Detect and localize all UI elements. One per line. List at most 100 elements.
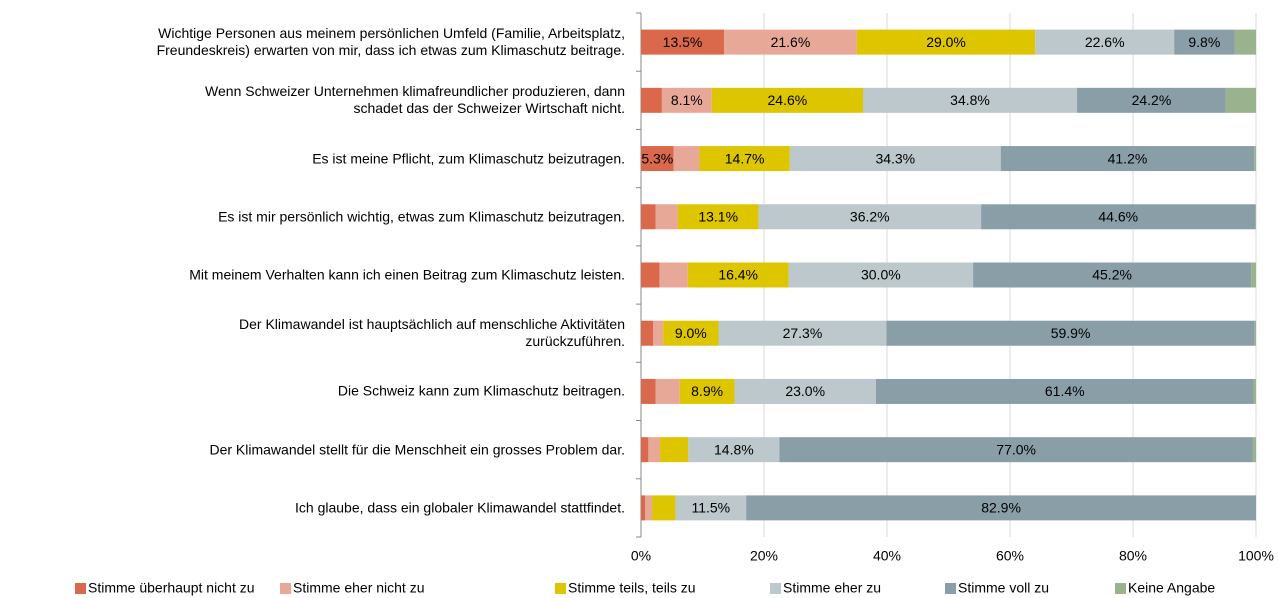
bar-segment: [699, 146, 790, 172]
bar-segment: [641, 378, 656, 404]
category-label: Die Schweiz kann zum Klimaschutz beitrag…: [337, 382, 625, 399]
x-tick-label: 60%: [996, 548, 1024, 564]
bar-segment: [661, 87, 712, 113]
bar-segment: [641, 262, 660, 288]
legend-swatch: [75, 583, 86, 594]
x-tick-label: 100%: [1238, 548, 1274, 564]
bar-segment: [673, 146, 700, 172]
bar-segment: [645, 495, 653, 521]
bar-segment: [863, 87, 1078, 113]
bar-segment: [641, 87, 662, 113]
bar-segment: [641, 320, 654, 346]
bar-segment: [886, 320, 1255, 346]
bar-segment: [652, 495, 676, 521]
bar-segment: [718, 320, 887, 346]
bar-segment: [655, 378, 680, 404]
legend-label: Stimme teils, teils zu: [568, 580, 696, 596]
category-label: Der Klimawandel ist hauptsächlich auf me…: [239, 316, 625, 350]
bar-segment: [663, 320, 719, 346]
data-label: 34.3%: [875, 150, 915, 166]
bar-segment: [1254, 320, 1256, 346]
data-label: 5.3%: [641, 150, 673, 166]
bar-segment: [675, 495, 747, 521]
bar-segment: [641, 437, 649, 463]
bar-segment: [688, 437, 780, 463]
data-label: 82.9%: [981, 500, 1021, 516]
bar-segment: [758, 204, 982, 230]
legend-label: Stimme überhaupt nicht zu: [88, 580, 255, 596]
bar-segment: [1251, 262, 1256, 288]
data-label: 27.3%: [783, 325, 823, 341]
bar-segment: [1234, 29, 1256, 55]
category-label: Mit meinem Verhalten kann ich einen Beit…: [189, 266, 625, 283]
data-label: 13.1%: [698, 208, 738, 224]
bar-segment: [648, 437, 661, 463]
data-label: 14.8%: [714, 441, 754, 457]
data-label: 21.6%: [771, 34, 811, 50]
bar-segment: [641, 204, 656, 230]
data-label: 29.0%: [926, 34, 966, 50]
bar-segment: [981, 204, 1256, 230]
data-label: 24.2%: [1132, 92, 1172, 108]
bar-segment: [1253, 378, 1256, 404]
legend-swatch: [770, 583, 781, 594]
legend-label: Stimme eher zu: [783, 580, 881, 596]
legend-swatch: [280, 583, 291, 594]
bar-segment: [641, 146, 674, 172]
data-label: 36.2%: [850, 208, 890, 224]
category-label: Ich glaube, dass ein globaler Klimawande…: [295, 499, 625, 516]
data-label: 8.1%: [671, 92, 703, 108]
bar-segment: [655, 204, 678, 230]
data-label: 77.0%: [996, 441, 1036, 457]
legend-swatch: [945, 583, 956, 594]
category-label: Es ist mir persönlich wichtig, etwas zum…: [218, 208, 625, 225]
bar-segment: [724, 29, 857, 55]
bar-segment: [1252, 437, 1256, 463]
category-label: Es ist meine Pflicht, zum Klimaschutz be…: [312, 150, 625, 167]
legend-label: Stimme voll zu: [958, 580, 1049, 596]
bar-segment: [734, 378, 876, 404]
legend-swatch: [555, 583, 566, 594]
category-label: Wenn Schweizer Unternehmen klimafreundli…: [205, 83, 625, 117]
data-label: 34.8%: [950, 92, 990, 108]
data-label: 59.9%: [1051, 325, 1091, 341]
bar-segment: [659, 262, 688, 288]
category-label: Der Klimawandel stellt für die Menschhei…: [209, 441, 625, 458]
data-label: 14.7%: [725, 150, 765, 166]
category-label: Wichtige Personen aus meinem persönliche…: [156, 25, 625, 59]
bar-segment: [789, 146, 1001, 172]
bar-segment: [677, 204, 759, 230]
bar-segment: [653, 320, 664, 346]
bar-segment: [687, 262, 789, 288]
bar-segment: [679, 378, 735, 404]
x-tick-label: 40%: [873, 548, 901, 564]
data-label: 16.4%: [718, 267, 758, 283]
data-label: 9.8%: [1188, 34, 1220, 50]
x-tick-label: 0%: [631, 548, 651, 564]
x-tick-label: 80%: [1119, 548, 1147, 564]
bar-segment: [856, 29, 1036, 55]
bar-segment: [1000, 146, 1255, 172]
data-label: 9.0%: [675, 325, 707, 341]
data-label: 24.6%: [768, 92, 808, 108]
bar-segment: [660, 437, 689, 463]
bar-segment: [1077, 87, 1226, 113]
bar-segment: [1225, 87, 1256, 113]
bar-segment: [1035, 29, 1175, 55]
legend-swatch: [1115, 583, 1126, 594]
data-label: 44.6%: [1098, 208, 1138, 224]
bar-segment: [711, 87, 864, 113]
bar-segment: [746, 495, 1256, 521]
bar-segment: [779, 437, 1253, 463]
data-label: 45.2%: [1092, 267, 1132, 283]
data-label: 22.6%: [1085, 34, 1125, 50]
data-label: 11.5%: [691, 500, 730, 516]
bar-segment: [1255, 204, 1256, 230]
legend-label: Keine Angabe: [1128, 580, 1215, 596]
bar-segment: [973, 262, 1252, 288]
data-label: 41.2%: [1108, 150, 1148, 166]
x-tick-label: 20%: [750, 548, 778, 564]
bar-segment: [641, 29, 725, 55]
